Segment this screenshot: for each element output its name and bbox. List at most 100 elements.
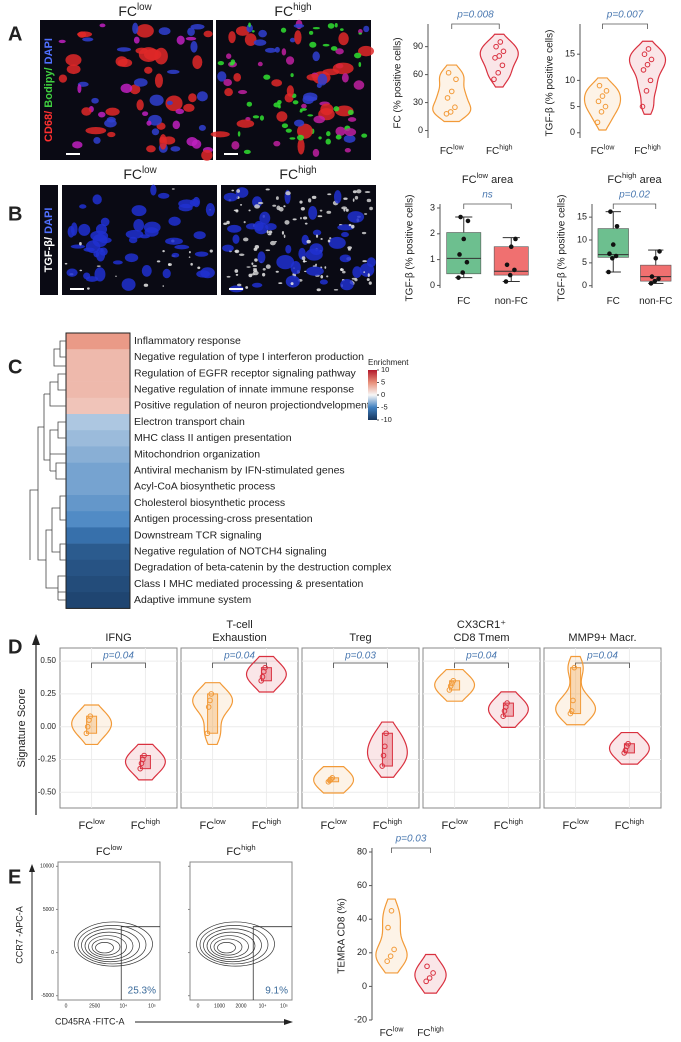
term-label: Cholesterol biosynthetic process bbox=[134, 497, 285, 509]
cell bbox=[129, 84, 141, 95]
violin bbox=[366, 721, 408, 778]
cell bbox=[185, 36, 197, 41]
cell bbox=[289, 137, 296, 140]
cell bbox=[265, 249, 271, 252]
cell bbox=[227, 224, 242, 233]
box bbox=[640, 264, 672, 282]
cell bbox=[165, 95, 183, 112]
cell bbox=[284, 220, 290, 225]
cell bbox=[66, 268, 78, 277]
group-label: non-FC bbox=[639, 296, 672, 307]
stain-strip bbox=[40, 20, 58, 160]
cell bbox=[309, 243, 324, 256]
violin bbox=[583, 77, 622, 131]
group-label: FChigh bbox=[274, 2, 311, 19]
contour bbox=[77, 925, 147, 965]
panel-letter: E bbox=[8, 866, 21, 888]
bracket bbox=[333, 662, 388, 668]
group-label: FChigh bbox=[634, 144, 661, 156]
flow-frame bbox=[57, 861, 161, 1001]
label-sup: high bbox=[145, 817, 160, 826]
label-sup: high bbox=[499, 144, 512, 151]
label-sup: low bbox=[93, 817, 105, 826]
facet-frame bbox=[180, 647, 299, 809]
data-point bbox=[83, 730, 90, 737]
violin bbox=[487, 691, 529, 728]
cell bbox=[190, 262, 193, 266]
group-label: FClow bbox=[199, 817, 226, 832]
cell bbox=[289, 37, 296, 43]
heat-cell bbox=[66, 397, 130, 415]
data-point bbox=[496, 53, 503, 59]
y-tick-label: 60 bbox=[413, 69, 423, 79]
y-tick-label: 0 bbox=[430, 280, 435, 290]
flow-frame bbox=[189, 861, 293, 1001]
cell bbox=[312, 51, 320, 62]
y-tick-label: 10 bbox=[577, 234, 587, 244]
heat-cell bbox=[66, 349, 130, 366]
data-point bbox=[465, 218, 471, 224]
cell bbox=[308, 30, 314, 35]
data-point bbox=[457, 252, 462, 257]
heat-cell bbox=[66, 446, 130, 463]
cell bbox=[306, 73, 320, 81]
term-label: Degradation of beta-catenin by the destr… bbox=[134, 562, 392, 574]
cell bbox=[217, 61, 225, 66]
cell bbox=[236, 119, 255, 128]
cell bbox=[364, 213, 368, 215]
group-label: FChigh bbox=[373, 817, 402, 832]
data-point bbox=[453, 76, 459, 83]
group-label: FClow bbox=[118, 2, 152, 19]
cell bbox=[254, 258, 258, 262]
cell bbox=[319, 209, 323, 212]
label-sup: low bbox=[577, 817, 589, 826]
cell bbox=[313, 115, 325, 124]
cell bbox=[121, 278, 136, 291]
cell bbox=[344, 148, 351, 153]
violin bbox=[434, 668, 476, 702]
cell bbox=[358, 32, 362, 35]
cell bbox=[327, 193, 332, 196]
data-point bbox=[382, 743, 388, 750]
facet-frame bbox=[422, 647, 541, 809]
cell bbox=[105, 107, 120, 116]
cell bbox=[252, 115, 260, 119]
label-sup: low bbox=[111, 843, 123, 852]
cell bbox=[352, 190, 357, 194]
cell bbox=[188, 250, 191, 254]
cell bbox=[335, 48, 344, 55]
label-main: FC bbox=[441, 820, 456, 832]
data-point bbox=[379, 763, 386, 769]
y-tick-label: 0 bbox=[582, 280, 587, 290]
label-sup: low bbox=[453, 144, 464, 151]
term-label: Acyl-CoA biosynthetic process bbox=[134, 481, 275, 493]
data-point bbox=[639, 103, 646, 110]
heat-cell bbox=[66, 559, 130, 577]
data-point bbox=[385, 924, 391, 931]
heat-frame bbox=[65, 332, 131, 609]
cell bbox=[226, 275, 231, 278]
cell bbox=[136, 24, 154, 38]
x-tick-label: 0 bbox=[65, 1003, 68, 1009]
data-point bbox=[141, 752, 147, 759]
cell bbox=[307, 198, 312, 203]
data-point bbox=[652, 278, 658, 284]
facet-title: Exhaustion bbox=[212, 632, 266, 644]
cell bbox=[301, 256, 306, 261]
heat-cell bbox=[66, 511, 130, 528]
cell bbox=[58, 74, 68, 83]
label-main: FC bbox=[131, 820, 146, 832]
cell bbox=[290, 282, 294, 286]
cell bbox=[112, 260, 123, 265]
y-tick-label: 0 bbox=[362, 981, 367, 991]
data-point bbox=[495, 69, 501, 76]
y-tick-label: 5000 bbox=[43, 907, 54, 913]
cell bbox=[340, 268, 343, 271]
label-sup: high bbox=[241, 843, 256, 852]
data-point bbox=[447, 683, 454, 689]
cell bbox=[77, 84, 82, 94]
cell bbox=[191, 139, 202, 149]
cell bbox=[115, 275, 117, 277]
cell bbox=[79, 241, 82, 246]
cell bbox=[248, 209, 251, 212]
